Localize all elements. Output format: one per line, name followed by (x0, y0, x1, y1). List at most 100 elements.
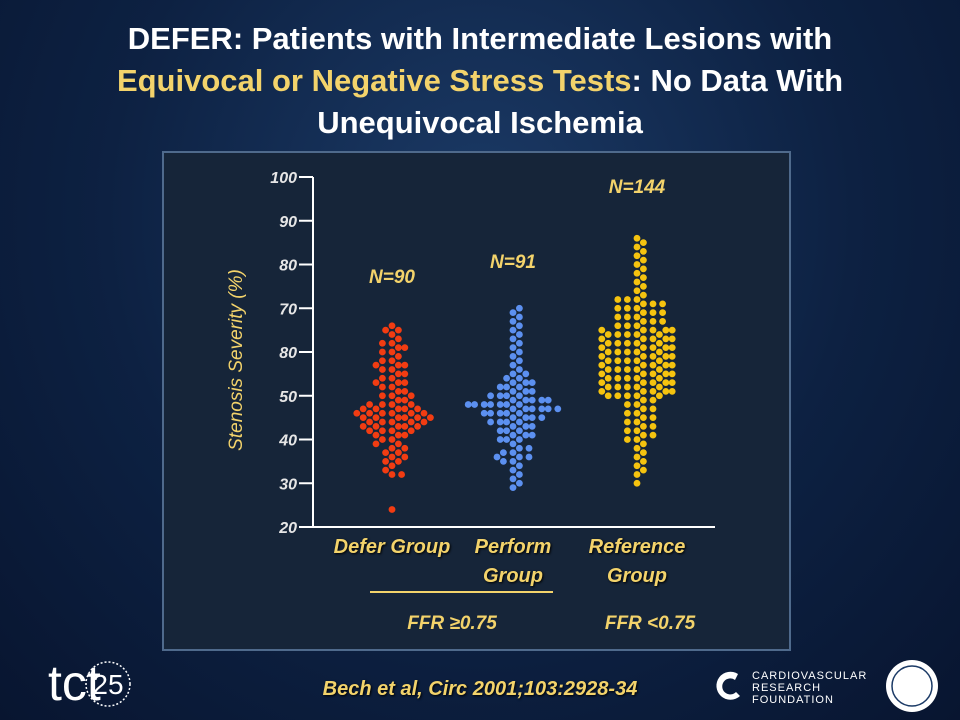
dot (649, 344, 657, 352)
dot (525, 453, 533, 461)
dot (633, 409, 641, 417)
dot (662, 326, 670, 334)
dot (649, 309, 657, 317)
dot (614, 304, 622, 312)
dot (624, 392, 631, 400)
dot (649, 396, 657, 404)
dot (509, 370, 517, 378)
dot (388, 471, 396, 478)
dot (528, 396, 536, 404)
dot (662, 370, 670, 378)
dot (633, 313, 641, 321)
dot (522, 422, 530, 430)
dot (407, 418, 415, 426)
title-line: Equivocal or Negative Stress Tests: No D… (0, 60, 960, 102)
dot (598, 326, 606, 334)
dot (538, 405, 546, 413)
dot (503, 427, 510, 435)
dot (624, 304, 631, 312)
dot (624, 339, 631, 347)
dot (420, 409, 428, 417)
dot (516, 313, 523, 321)
dot (640, 457, 647, 465)
dot (388, 374, 396, 382)
dot (516, 374, 523, 382)
dot (598, 379, 606, 387)
dot (604, 331, 612, 338)
dot (382, 449, 389, 457)
dot (633, 348, 641, 356)
dot (640, 370, 647, 378)
dot (509, 414, 517, 422)
dot (649, 422, 657, 430)
dot (388, 357, 396, 365)
dot (509, 361, 517, 369)
dot (407, 409, 415, 417)
dot (604, 357, 612, 365)
dot (388, 366, 396, 373)
dot (640, 344, 647, 352)
dot (624, 296, 631, 303)
dot (662, 335, 670, 343)
annotation: FFR ≥0.75 (407, 613, 497, 634)
dot (516, 331, 523, 338)
dot (388, 409, 396, 417)
y-tick-label: 80 (279, 258, 297, 275)
y-tick-label: 70 (279, 301, 297, 318)
dot (464, 401, 472, 408)
dot (640, 431, 647, 439)
dot (522, 405, 530, 413)
dot (649, 335, 657, 343)
dot (407, 401, 415, 408)
dot (633, 471, 641, 478)
dot (633, 296, 641, 303)
dot (379, 418, 386, 426)
dot (388, 418, 396, 426)
dot (379, 366, 386, 373)
y-tick-label: 40 (278, 433, 297, 450)
dot (528, 431, 536, 439)
dot (640, 282, 647, 290)
dot (659, 317, 666, 325)
dot (382, 457, 389, 465)
dot (640, 379, 647, 387)
dot (509, 431, 517, 439)
dot (649, 317, 657, 325)
dot (544, 405, 552, 413)
dot (528, 414, 536, 422)
dot (503, 383, 510, 391)
dot (668, 344, 676, 352)
dot (640, 274, 647, 282)
dot (509, 457, 517, 465)
dot (640, 352, 647, 360)
dot (659, 300, 666, 308)
dot (538, 396, 546, 404)
dot (496, 418, 504, 426)
dot (624, 357, 631, 365)
dot (554, 405, 562, 413)
dot (388, 331, 396, 338)
dot (656, 374, 663, 382)
dot (604, 348, 612, 356)
logo-tct: tct (48, 655, 101, 711)
dot (633, 278, 641, 286)
dot (516, 427, 523, 435)
dot (649, 379, 657, 387)
dot (668, 361, 676, 369)
dot (624, 322, 631, 330)
dot (509, 326, 517, 334)
dot (372, 405, 380, 413)
dot (503, 374, 510, 382)
dot (649, 431, 657, 439)
dot (649, 370, 657, 378)
dot (614, 331, 622, 338)
dot (401, 370, 409, 378)
dot (379, 436, 386, 443)
dot (598, 361, 606, 369)
dot (516, 444, 523, 452)
dot (398, 471, 405, 478)
dot (640, 300, 647, 308)
dot (372, 379, 380, 387)
dot (388, 339, 396, 347)
dot (388, 453, 396, 461)
